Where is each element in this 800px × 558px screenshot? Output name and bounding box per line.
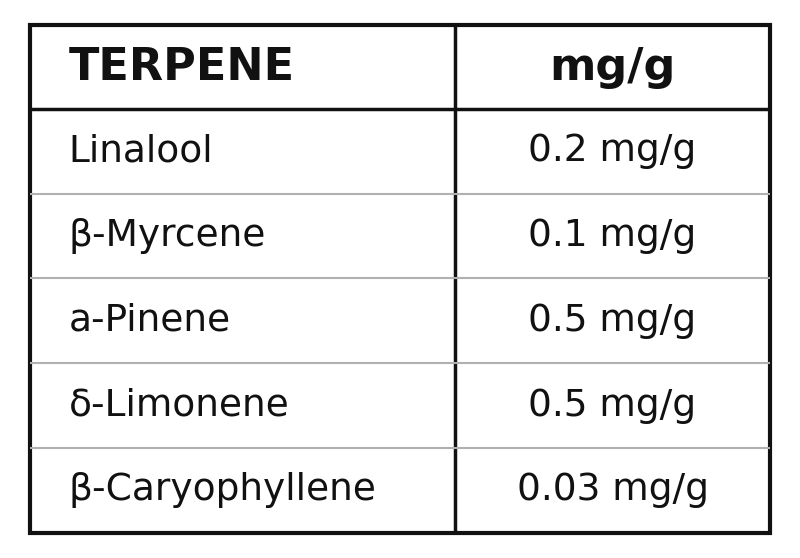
Text: β-Myrcene: β-Myrcene <box>69 218 266 254</box>
Text: β-Caryophyllene: β-Caryophyllene <box>69 473 377 508</box>
Text: TERPENE: TERPENE <box>69 46 294 89</box>
Text: 0.03 mg/g: 0.03 mg/g <box>517 473 709 508</box>
Text: mg/g: mg/g <box>550 46 676 89</box>
Text: δ-Limonene: δ-Limonene <box>69 388 290 424</box>
Text: a-Pinene: a-Pinene <box>69 303 230 339</box>
Text: 0.5 mg/g: 0.5 mg/g <box>529 388 697 424</box>
Text: 0.2 mg/g: 0.2 mg/g <box>528 133 697 169</box>
Text: 0.1 mg/g: 0.1 mg/g <box>528 218 697 254</box>
Text: Linalool: Linalool <box>69 133 214 169</box>
Text: 0.5 mg/g: 0.5 mg/g <box>529 303 697 339</box>
